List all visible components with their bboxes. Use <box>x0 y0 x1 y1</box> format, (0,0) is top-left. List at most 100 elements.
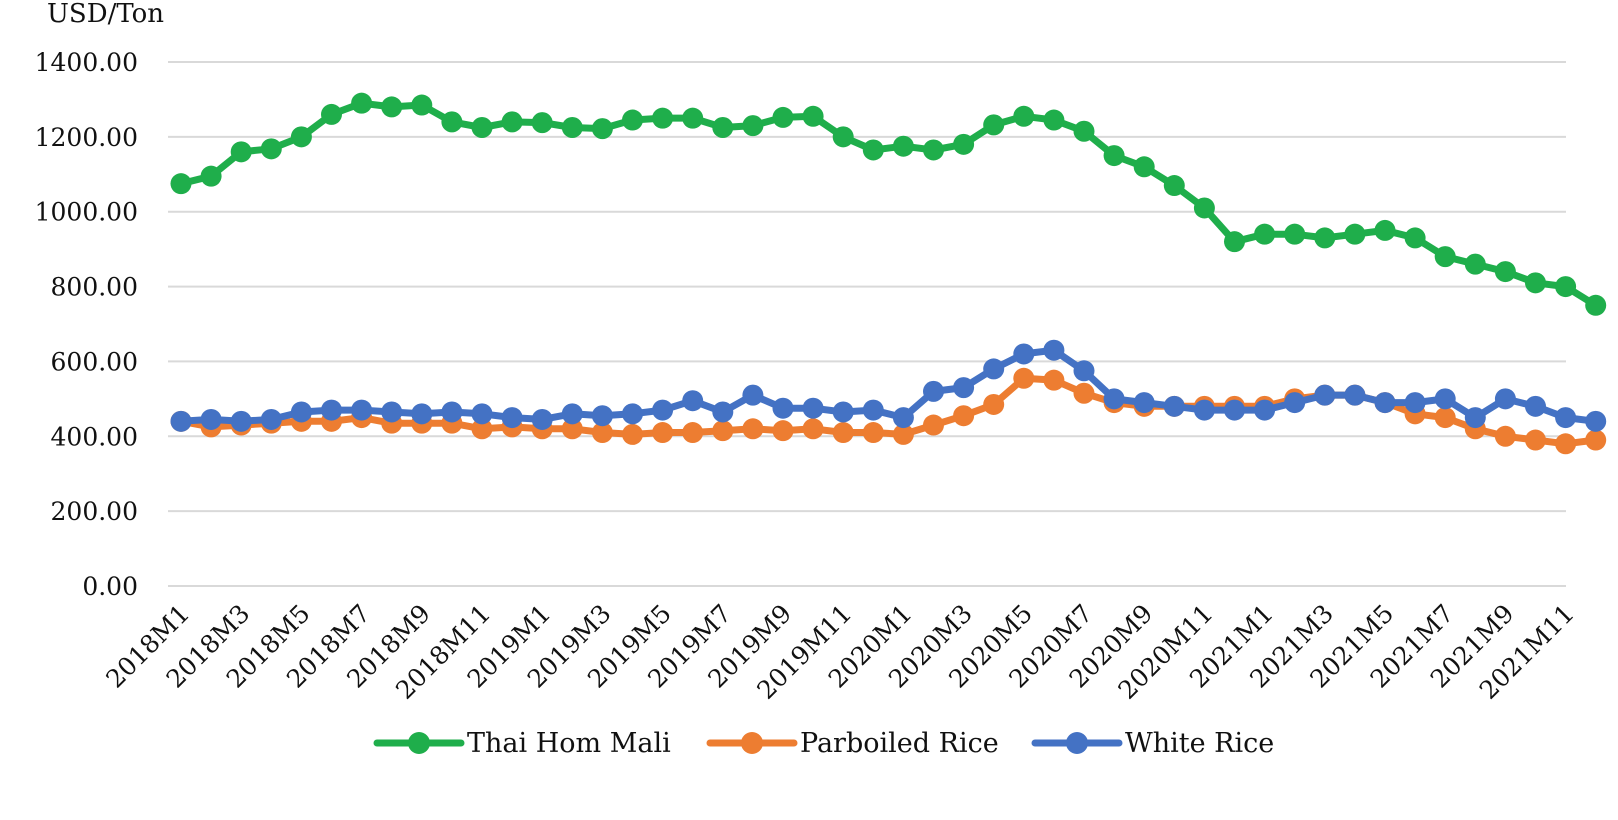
data-point <box>622 403 643 425</box>
legend-label: Thai Hom Mali <box>467 728 671 759</box>
data-point <box>1133 392 1155 414</box>
data-point <box>561 403 583 425</box>
data-point <box>1525 272 1546 294</box>
data-point <box>351 399 373 421</box>
data-point <box>1434 388 1456 410</box>
data-point <box>200 165 222 187</box>
data-point <box>772 420 794 442</box>
data-point <box>1043 339 1065 361</box>
data-point <box>591 405 613 427</box>
data-point <box>1525 395 1546 417</box>
data-point <box>742 115 764 137</box>
data-point <box>1555 433 1577 455</box>
legend-label: Parboiled Rice <box>800 728 999 759</box>
data-point <box>1314 227 1336 249</box>
y-tick-label: 1200.00 <box>35 123 138 152</box>
data-point <box>260 408 282 430</box>
data-point <box>892 135 914 157</box>
data-point <box>742 384 764 406</box>
data-point <box>892 423 914 445</box>
data-point <box>1494 261 1516 283</box>
data-point <box>983 393 1005 415</box>
data-point <box>1013 367 1035 389</box>
data-point <box>1193 399 1215 421</box>
data-point <box>1494 388 1516 410</box>
data-point <box>1284 223 1306 245</box>
data-point <box>622 423 643 445</box>
data-point <box>200 408 222 430</box>
data-point <box>802 418 824 440</box>
legend-marker <box>408 732 430 754</box>
data-point <box>1464 407 1486 429</box>
data-point <box>892 407 914 429</box>
data-point <box>652 399 674 421</box>
data-point <box>862 139 884 161</box>
data-point <box>712 420 734 442</box>
data-point <box>1555 276 1577 298</box>
data-point <box>1434 246 1456 268</box>
data-point <box>1224 399 1245 421</box>
data-point <box>1013 105 1035 127</box>
data-point <box>591 118 613 140</box>
data-point <box>1103 388 1125 410</box>
data-point <box>712 117 734 138</box>
y-tick-label: 400.00 <box>51 422 138 451</box>
data-point <box>230 410 252 432</box>
data-point <box>1013 343 1035 365</box>
series-line <box>177 99 1600 309</box>
data-point <box>1224 231 1245 253</box>
data-point <box>772 106 794 128</box>
data-point <box>953 405 975 427</box>
data-point <box>1073 120 1095 142</box>
data-point <box>1494 425 1516 447</box>
data-point <box>1374 392 1396 414</box>
data-point <box>501 407 523 429</box>
data-point <box>772 397 794 419</box>
data-point <box>561 117 583 138</box>
y-tick-label: 1000.00 <box>35 198 138 227</box>
data-point <box>1374 219 1396 241</box>
y-tick-label: 1400.00 <box>35 48 138 77</box>
data-point <box>441 401 463 423</box>
legend-marker <box>1066 732 1088 754</box>
data-point <box>983 114 1005 136</box>
data-point <box>1043 369 1065 391</box>
data-point <box>290 401 312 423</box>
data-point <box>1404 227 1426 249</box>
data-point <box>682 107 704 129</box>
series-thai-hom-mali <box>170 92 1607 316</box>
data-point <box>1585 294 1607 316</box>
data-point <box>1314 384 1336 406</box>
data-point <box>501 111 523 133</box>
data-point <box>411 403 433 425</box>
data-point <box>923 139 944 161</box>
data-point <box>1525 429 1546 451</box>
data-point <box>983 358 1005 380</box>
data-point <box>321 103 342 125</box>
data-point <box>471 117 493 138</box>
data-point <box>561 418 583 440</box>
legend: Thai Hom Mali Parboiled Rice White Rice <box>373 728 1274 759</box>
data-point <box>411 94 433 116</box>
data-point <box>531 112 553 134</box>
data-point <box>591 422 613 444</box>
data-point <box>652 422 674 444</box>
data-point <box>802 397 824 419</box>
data-point <box>1404 392 1426 414</box>
data-point <box>1585 429 1607 451</box>
data-point <box>1284 392 1306 414</box>
data-point <box>471 418 493 440</box>
data-point <box>260 138 282 160</box>
grid-lines <box>168 61 1566 587</box>
data-point <box>381 96 403 118</box>
data-point <box>1103 145 1125 167</box>
data-point <box>652 107 674 129</box>
data-point <box>862 422 884 444</box>
data-point <box>1585 410 1607 432</box>
data-point <box>923 414 944 436</box>
data-point <box>1073 360 1095 382</box>
data-point <box>290 126 312 148</box>
y-axis-label: USD/Ton <box>47 0 164 29</box>
data-point <box>682 422 704 444</box>
